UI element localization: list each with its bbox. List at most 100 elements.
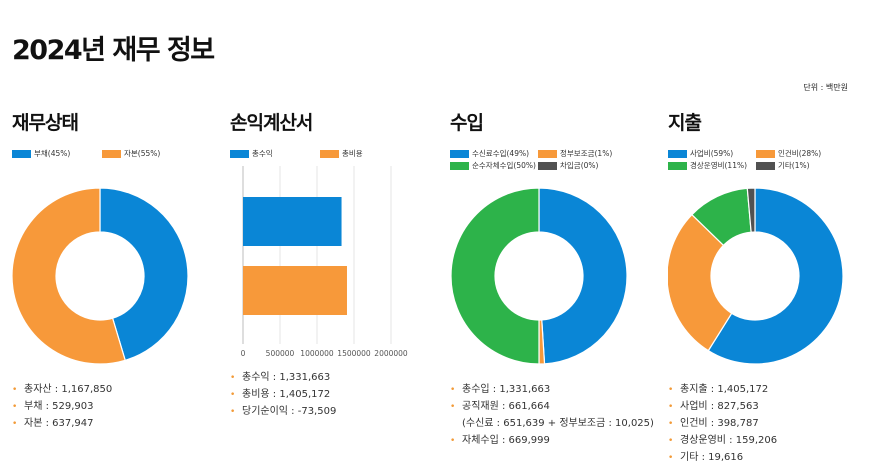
stat-item: • 총수익 : 1,331,663: [230, 369, 336, 386]
donut-chart-revenue: [450, 187, 628, 365]
legend-item: 정부보조금(1%): [538, 148, 612, 159]
donut-chart-expense: [668, 187, 844, 365]
donut-slice: [707, 187, 844, 365]
stat-text: 자체수입 : 669,999: [462, 435, 550, 446]
legend-item: 사업비(59%): [668, 148, 733, 159]
legend-item: 차입금(0%): [538, 160, 598, 171]
donut-chart-assets: [12, 187, 189, 365]
x-tick-label: 1000000: [300, 349, 334, 358]
stat-text: 총자산 : 1,167,850: [24, 384, 113, 395]
legend-item: 인건비(28%): [756, 148, 821, 159]
page-title: 2024년 재무 정보: [12, 35, 215, 66]
legend-label: 자본(55%): [124, 149, 161, 158]
legend-swatch: [538, 161, 557, 170]
bullet-icon: •: [668, 453, 674, 463]
bullet-icon: •: [668, 419, 674, 429]
bullet-icon: •: [12, 402, 18, 412]
legend-swatch: [12, 149, 31, 158]
legend-label: 순수자체수입(50%): [472, 161, 536, 170]
legend-swatch: [668, 149, 687, 158]
legend-swatch: [102, 149, 121, 158]
panel-expense: 지출 사업비(59%) 인건비(28%) 경상운영비(11%) 기타(1%) •…: [668, 108, 870, 468]
stat-text: 공직재원 : 661,664: [462, 401, 550, 412]
legend-label: 정부보조금(1%): [560, 149, 613, 158]
bullet-icon: •: [668, 436, 674, 446]
stat-text: 부채 : 529,903: [24, 401, 94, 412]
legend-item: 자본(55%): [102, 148, 160, 159]
stat-text: 경상운영비 : 159,206: [680, 435, 778, 446]
legend-label: 차입금(0%): [560, 161, 599, 170]
stat-item: • 총수입 : 1,331,663: [450, 381, 654, 398]
x-tick-label: 2000000: [374, 349, 408, 358]
legend-item: 수신료수입(49%): [450, 148, 529, 159]
legend-item: 기타(1%): [756, 160, 810, 171]
legend-label: 총수익: [252, 149, 273, 158]
x-tick-label: 1500000: [337, 349, 371, 358]
stat-text: 총수익 : 1,331,663: [242, 372, 331, 383]
stat-item: • 총비용 : 1,405,172: [230, 386, 336, 403]
panel-title-revenue: 수입: [450, 112, 484, 134]
stat-item: • 당기순이익 : -73,509: [230, 403, 336, 420]
stat-text: (수신료 : 651,639 + 정부보조금 : 10,025): [462, 418, 654, 429]
bullet-icon: •: [230, 407, 236, 417]
legend-swatch: [538, 149, 557, 158]
stat-text: 총수입 : 1,331,663: [462, 384, 551, 395]
donut-slice: [746, 187, 756, 233]
unit-label: 단위 : 백만원: [803, 83, 848, 92]
bullet-icon: •: [12, 419, 18, 429]
stat-item: • 자본 : 637,947: [12, 415, 112, 432]
legend-swatch: [450, 149, 469, 158]
legend-swatch: [320, 149, 339, 158]
stat-text: 총비용 : 1,405,172: [242, 389, 331, 400]
stat-item: • 총자산 : 1,167,850: [12, 381, 112, 398]
donut-slice: [668, 213, 733, 352]
panel-title-expense: 지출: [668, 112, 702, 134]
donut-slice: [450, 187, 540, 365]
donut-slice: [99, 187, 189, 362]
stats-expense: • 총지출 : 1,405,172 • 사업비 : 827,563 • 인건비 : 3…: [668, 381, 777, 466]
legend-label: 총비용: [342, 149, 363, 158]
legend-item: 경상운영비(11%): [668, 160, 747, 171]
bullet-icon: •: [12, 385, 18, 395]
bullet-icon: •: [668, 402, 674, 412]
legend-item: 부채(45%): [12, 148, 70, 159]
x-tick-label: 0: [241, 349, 246, 358]
legend-label: 수신료수입(49%): [472, 149, 530, 158]
donut-slice: [538, 187, 628, 365]
legend-swatch: [668, 161, 687, 170]
bullet-icon: •: [230, 373, 236, 383]
legend-swatch: [756, 161, 775, 170]
bullet-icon: •: [668, 385, 674, 395]
bar: [243, 266, 347, 315]
panel-income: 손익계산서 총수익 총비용 0 500000 1000000 1500000 20000…: [230, 108, 435, 468]
legend-item: 총비용: [320, 148, 363, 159]
panel-title-assets: 재무상태: [12, 112, 79, 134]
legend-item: 순수자체수입(50%): [450, 160, 536, 171]
donut-slice: [12, 187, 126, 365]
legend-label: 경상운영비(11%): [690, 161, 748, 170]
stat-item: • 기타 : 19,616: [668, 449, 777, 466]
stat-item: • 경상운영비 : 159,206: [668, 432, 777, 449]
legend-swatch: [756, 149, 775, 158]
stat-item: • 부채 : 529,903: [12, 398, 112, 415]
stat-text: 기타 : 19,616: [680, 452, 744, 463]
legend-label: 인건비(28%): [778, 149, 822, 158]
stat-item-detail: (수신료 : 651,639 + 정부보조금 : 10,025): [450, 415, 654, 432]
bullet-icon: •: [450, 436, 456, 446]
panel-title-income: 손익계산서: [230, 112, 313, 134]
legend-item: 총수익: [230, 148, 273, 159]
stat-text: 사업비 : 827,563: [680, 401, 759, 412]
stat-item: • 공직재원 : 661,664: [450, 398, 654, 415]
legend-swatch: [450, 161, 469, 170]
stats-income: • 총수익 : 1,331,663 • 총비용 : 1,405,172 • 당기순이익…: [230, 369, 336, 420]
bar-chart-income: 0 500000 1000000 1500000 2000000: [241, 166, 408, 358]
bullet-icon: •: [450, 385, 456, 395]
x-tick-label: 500000: [266, 349, 295, 358]
legend-label: 사업비(59%): [690, 149, 734, 158]
stat-item: • 자체수입 : 669,999: [450, 432, 654, 449]
stat-text: 인건비 : 398,787: [680, 418, 759, 429]
panel-revenue: 수입 수신료수입(49%) 정부보조금(1%) 순수자체수입(50%) 차입금(…: [450, 108, 655, 468]
legend-swatch: [230, 149, 249, 158]
stat-item: • 총지출 : 1,405,172: [668, 381, 777, 398]
stat-text: 자본 : 637,947: [24, 418, 94, 429]
